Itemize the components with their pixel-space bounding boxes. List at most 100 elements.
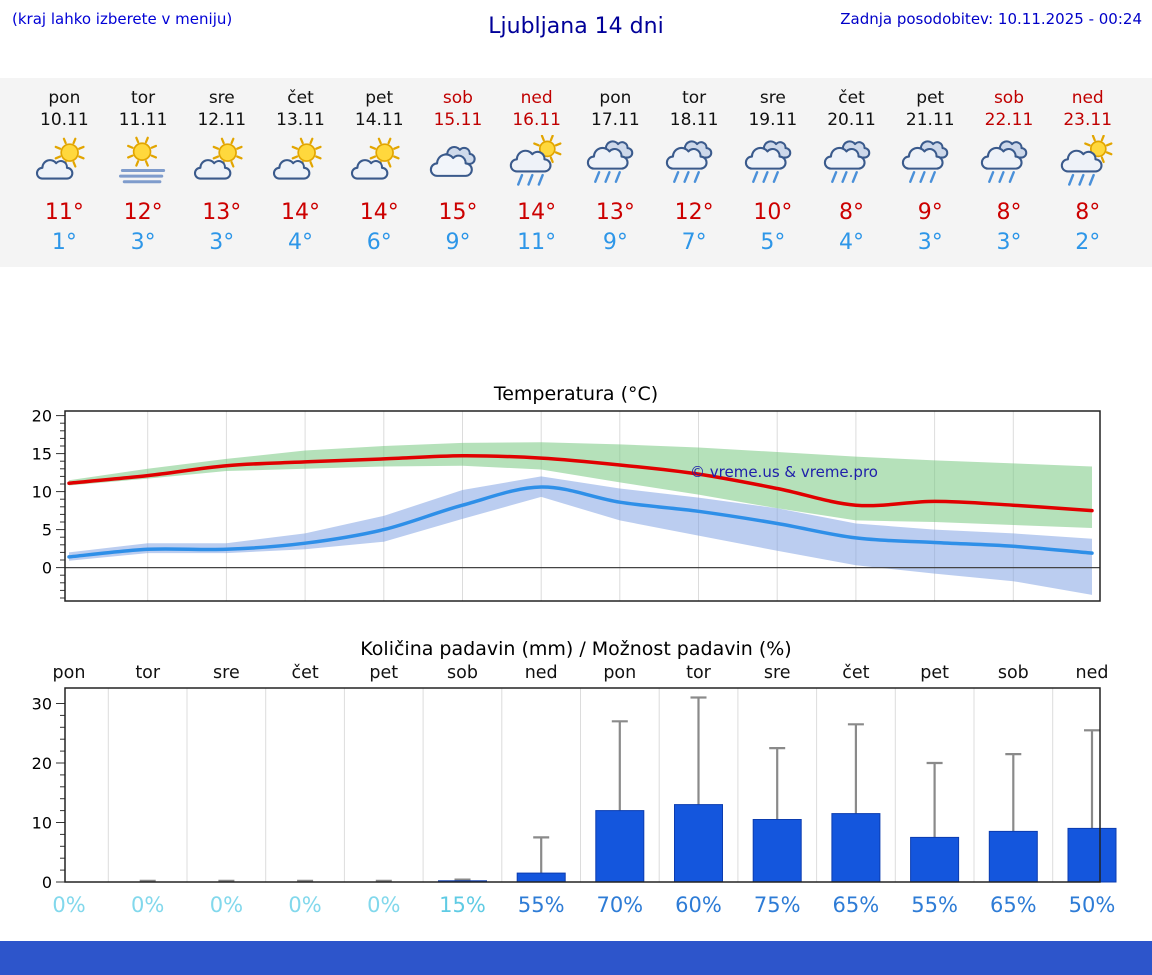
day-label: pet: [916, 88, 945, 108]
rain-icon: [576, 135, 655, 193]
day-label: sob: [447, 663, 478, 683]
last-update: Zadnja posodobitev: 10.11.2025 - 00:24: [840, 10, 1142, 28]
y-tick-label: 5: [42, 521, 52, 540]
precip-bar: [674, 804, 723, 883]
y-tick-label: 0: [42, 559, 52, 578]
forecast-day: ned 23.11 8° 2°: [1048, 88, 1127, 255]
day-date: 23.11: [1063, 110, 1113, 130]
precip-bar: [516, 872, 566, 883]
precip-bar: [988, 830, 1038, 883]
temperature-chart-title: Temperatura (°C): [493, 383, 659, 405]
day-date: 21.11: [905, 110, 955, 130]
precip-probability: 55%: [911, 893, 958, 917]
precip-bar: [831, 813, 881, 883]
temp-min: 4°: [839, 230, 865, 255]
day-label: sob: [993, 88, 1025, 108]
sun-fog-icon: [104, 135, 183, 193]
page-title: Ljubljana 14 dni: [488, 14, 664, 39]
temp-max: 13°: [595, 200, 635, 225]
precip-probability: 60%: [675, 893, 722, 917]
day-label: pon: [599, 88, 632, 108]
footer-bar: [0, 941, 1152, 975]
precip-probability: 0%: [288, 893, 321, 917]
day-date: 10.11: [40, 110, 89, 130]
menu-hint[interactable]: (kraj lahko izberete v meniju): [12, 10, 233, 28]
y-tick-label: 30: [32, 695, 52, 714]
temp-max: 8°: [996, 200, 1022, 225]
forecast-day: tor 18.11 12° 7°: [655, 88, 734, 255]
page-header: (kraj lahko izberete v meniju) Zadnja po…: [0, 0, 1152, 40]
temp-max: 9°: [917, 200, 943, 225]
temp-min: 3°: [917, 230, 943, 255]
precipitation-chart: pon tor sre čet pet sob ned pon tor sre čet pet sob n…: [32, 663, 1117, 917]
y-tick-label: 15: [32, 445, 52, 464]
precip-probability: 15%: [439, 893, 486, 917]
y-tick-label: 10: [32, 483, 52, 502]
day-label: čet: [291, 663, 318, 683]
precipitation-chart-block: Količina padavin (mm) / Možnost padavin …: [0, 638, 1152, 920]
forecast-day: čet 13.11 14° 4°: [261, 88, 340, 255]
forecast-day: pon 10.11 11° 1°: [25, 88, 104, 255]
day-label: pon: [48, 88, 81, 108]
day-label: pet: [920, 663, 949, 683]
temp-max: 14°: [281, 200, 321, 225]
day-date: 13.11: [276, 110, 325, 130]
forecast-day: sob 22.11 8° 3°: [970, 88, 1049, 255]
temp-max: 8°: [1075, 200, 1101, 225]
day-label: pon: [603, 663, 636, 683]
forecast-strip: pon 10.11 11° 1° tor 11.11 12° 3° sre 12.11 13° 3°…: [0, 78, 1152, 267]
day-label: sre: [208, 88, 235, 108]
temp-max: 11°: [44, 200, 84, 225]
forecast-day: tor 11.11 12° 3°: [104, 88, 183, 255]
precipitation-chart-title: Količina padavin (mm) / Možnost padavin …: [360, 638, 792, 660]
temp-min: 1°: [51, 230, 77, 255]
day-date: 14.11: [354, 110, 404, 130]
rain-icon: [891, 135, 970, 193]
precip-bar: [910, 836, 960, 883]
temp-min: 3°: [996, 230, 1022, 255]
sun-rain-icon: [497, 135, 576, 193]
forecast-day: pet 21.11 9° 3°: [891, 88, 970, 255]
temperature-chart-block: Temperatura (°C) 0 5 10 15 20 © vreme.us & vr…: [0, 383, 1152, 610]
precip-probability: 0%: [367, 893, 400, 917]
temp-min: 6°: [366, 230, 392, 255]
day-label: tor: [135, 663, 161, 683]
temp-max: 12°: [123, 200, 163, 225]
max-temp-band: [69, 442, 1092, 528]
rain-icon: [970, 135, 1049, 193]
day-label: pet: [369, 663, 398, 683]
cloudy-icon: [419, 135, 498, 193]
rain-icon: [655, 135, 734, 193]
day-label: tor: [131, 88, 156, 108]
day-label: ned: [525, 663, 558, 683]
y-tick-label: 20: [32, 407, 52, 426]
day-date: 18.11: [669, 110, 719, 130]
day-label: ned: [1071, 88, 1104, 108]
day-label: čet: [287, 88, 314, 108]
temp-min: 3°: [209, 230, 235, 255]
temp-max: 14°: [517, 200, 557, 225]
day-label: pon: [53, 663, 86, 683]
day-date: 12.11: [197, 110, 247, 130]
precip-probability: 0%: [210, 893, 243, 917]
forecast-day: sre 19.11 10° 5°: [733, 88, 812, 255]
forecast-day: sre 12.11 13° 3°: [182, 88, 261, 255]
precip-bar: [1067, 827, 1117, 883]
y-tick-label: 0: [42, 873, 52, 892]
sun-cloud-icon: [25, 135, 104, 193]
temp-max: 15°: [438, 200, 478, 225]
sun-cloud-icon: [340, 135, 419, 193]
min-temp-band: [69, 476, 1092, 595]
forecast-day: sob 15.11 15° 9°: [419, 88, 498, 255]
temp-max: 13°: [202, 200, 242, 225]
day-label: tor: [686, 663, 712, 683]
temp-max: 8°: [839, 200, 865, 225]
temp-min: 7°: [681, 230, 707, 255]
temp-min: 9°: [602, 230, 628, 255]
forecast-day: pet 14.11 14° 6°: [340, 88, 419, 255]
temp-min: 9°: [445, 230, 471, 255]
sun-cloud-icon: [261, 135, 340, 193]
temp-min: 4°: [288, 230, 314, 255]
day-label: tor: [682, 88, 707, 108]
sun-cloud-icon: [182, 135, 261, 193]
